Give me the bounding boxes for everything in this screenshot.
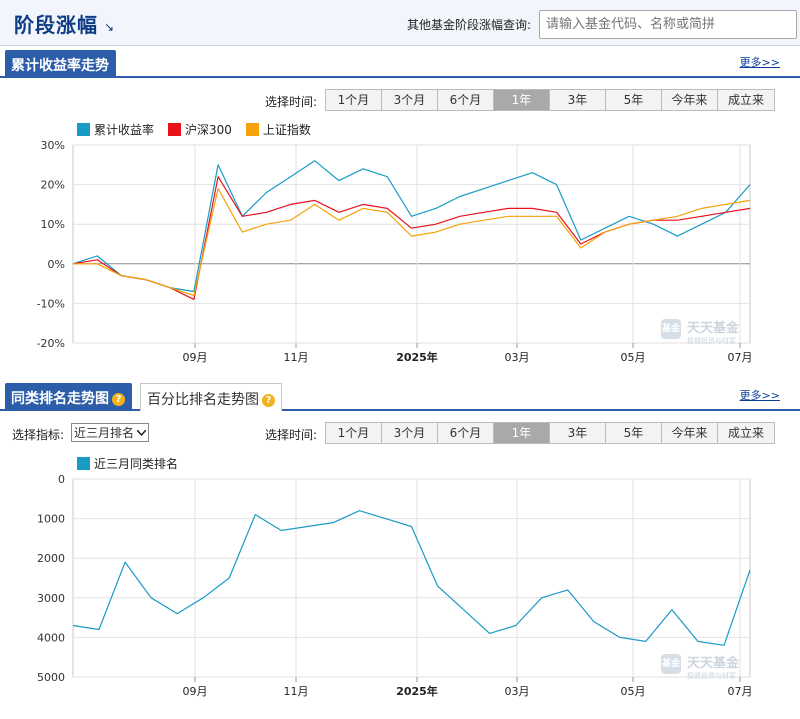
rank-section-header: 同类排名走势图? 百分比排名走势图? 更多>>	[0, 381, 800, 411]
time-button-1[interactable]: 3个月	[382, 90, 438, 110]
watermark-logo: 基金	[661, 319, 681, 339]
time-select-label: 选择时间:	[265, 95, 318, 109]
time-button-4[interactable]: 3年	[550, 90, 606, 110]
y-tick-label: 1000	[37, 513, 65, 526]
time-range-buttons: 1个月 3个月 6个月 1年 3年 5年 今年来 成立来	[325, 422, 775, 444]
legend-label: 上证指数	[262, 123, 311, 137]
header-bar: 阶段涨幅 ↘ 其他基金阶段涨幅查询:	[0, 0, 800, 46]
indicator-select-value: 近三月排名	[74, 426, 135, 440]
watermark-slogan: 稳健投资与财富	[687, 337, 736, 345]
y-tick-label: 10%	[41, 218, 65, 231]
indicator-select-label: 选择指标:	[12, 428, 65, 442]
help-icon[interactable]: ?	[262, 394, 275, 407]
legend-swatch	[77, 457, 90, 470]
time-button-5[interactable]: 5年	[606, 90, 662, 110]
plot-frame	[72, 144, 751, 344]
x-tick-label: 09月	[183, 351, 208, 364]
time-button-6[interactable]: 今年来	[662, 423, 718, 443]
y-tick-label: -10%	[37, 297, 65, 310]
time-select-label: 选择时间:	[265, 428, 318, 442]
time-button-3[interactable]: 1年	[494, 90, 550, 110]
cumulative-return-section-header: 累计收益率走势 更多>>	[0, 48, 800, 78]
fund-search-input[interactable]	[539, 10, 797, 39]
tab-percent-rank-label: 百分比排名走势图	[147, 392, 259, 408]
legend-item[interactable]: 沪深300	[168, 121, 232, 138]
legend-item[interactable]: 近三月同类排名	[77, 455, 178, 472]
rank-trend-chart: 0 1000 2000 3000 4000 5000 09月 11月 2025年 03月 05月 07…	[37, 473, 753, 698]
x-tick-label: 03月	[505, 351, 530, 364]
tab-percent-rank-trend[interactable]: 百分比排名走势图?	[140, 383, 282, 411]
legend-label: 沪深300	[185, 123, 232, 137]
x-tick-label: 05月	[621, 351, 646, 364]
series-line-2	[73, 188, 751, 297]
y-tick-label: 2000	[37, 552, 65, 565]
time-button-6[interactable]: 今年来	[662, 90, 718, 110]
x-tick-label: 2025年	[396, 684, 438, 698]
watermark: 基金 天天基金 稳健投资与财富	[661, 317, 739, 346]
plot-frame	[72, 478, 751, 678]
x-tick-label: 07月	[728, 685, 753, 698]
cumulative-return-chart: 30% 20% 10% 0% -10% -20% 09月 11月 2025年 03月 05月 07月	[37, 139, 753, 364]
y-tick-label: -20%	[37, 337, 65, 350]
y-tick-label: 0%	[48, 258, 65, 271]
tab-rank-trend-label: 同类排名走势图	[11, 391, 109, 407]
watermark-brand: 天天基金	[687, 656, 740, 671]
legend-label: 近三月同类排名	[94, 457, 179, 471]
watermark-slogan: 稳健投资与财富	[687, 672, 736, 680]
more-link[interactable]: 更多>>	[739, 56, 780, 69]
time-button-2[interactable]: 6个月	[438, 90, 494, 110]
y-tick-label: 30%	[41, 139, 65, 152]
watermark: 基金 天天基金 稳健投资与财富	[661, 652, 739, 681]
x-tick-label: 09月	[183, 685, 208, 698]
x-tick-label: 2025年	[396, 350, 438, 364]
chart-legend: 近三月同类排名	[77, 455, 178, 472]
x-tick-label: 11月	[284, 351, 309, 364]
y-tick-label: 5000	[37, 671, 65, 684]
x-tick-label: 03月	[505, 685, 530, 698]
y-tick-label: 4000	[37, 631, 65, 644]
time-range-buttons: 1个月 3个月 6个月 1年 3年 5年 今年来 成立来	[325, 89, 775, 111]
y-tick-label: 0	[58, 473, 65, 486]
time-button-0[interactable]: 1个月	[326, 90, 382, 110]
corner-arrow-icon: ↘	[104, 20, 115, 34]
time-button-3[interactable]: 1年	[494, 423, 550, 443]
watermark-brand: 天天基金	[687, 321, 740, 336]
time-button-2[interactable]: 6个月	[438, 423, 494, 443]
help-icon[interactable]: ?	[112, 393, 125, 406]
time-button-7[interactable]: 成立来	[718, 90, 774, 110]
legend-item[interactable]: 上证指数	[245, 121, 311, 138]
watermark-logo: 基金	[661, 654, 681, 674]
time-button-0[interactable]: 1个月	[326, 423, 382, 443]
query-label: 其他基金阶段涨幅查询:	[407, 18, 532, 32]
y-tick-label: 20%	[41, 179, 65, 192]
legend-swatch	[77, 123, 90, 136]
y-tick-label: 3000	[37, 592, 65, 605]
indicator-select[interactable]: 近三月排名	[71, 423, 150, 442]
time-button-4[interactable]: 3年	[550, 423, 606, 443]
time-button-1[interactable]: 3个月	[382, 423, 438, 443]
series-line-0	[72, 160, 751, 293]
time-button-5[interactable]: 5年	[606, 423, 662, 443]
x-tick-label: 07月	[728, 351, 753, 364]
tab-rank-trend[interactable]: 同类排名走势图?	[5, 383, 132, 411]
series-line-0	[72, 510, 751, 646]
series-line-1	[72, 176, 751, 300]
x-tick-label: 05月	[621, 685, 646, 698]
tab-cumulative-return[interactable]: 累计收益率走势	[5, 50, 116, 78]
x-tick-label: 11月	[284, 685, 309, 698]
legend-item[interactable]: 累计收益率	[77, 121, 154, 138]
legend-swatch	[245, 123, 259, 136]
legend-label: 累计收益率	[94, 123, 155, 137]
more-link[interactable]: 更多>>	[739, 389, 780, 402]
legend-swatch	[168, 123, 182, 136]
chevron-down-icon	[137, 429, 147, 436]
time-button-7[interactable]: 成立来	[718, 423, 774, 443]
page-title: 阶段涨幅	[14, 13, 98, 37]
chart-legend: 累计收益率 沪深300 上证指数	[77, 121, 311, 138]
